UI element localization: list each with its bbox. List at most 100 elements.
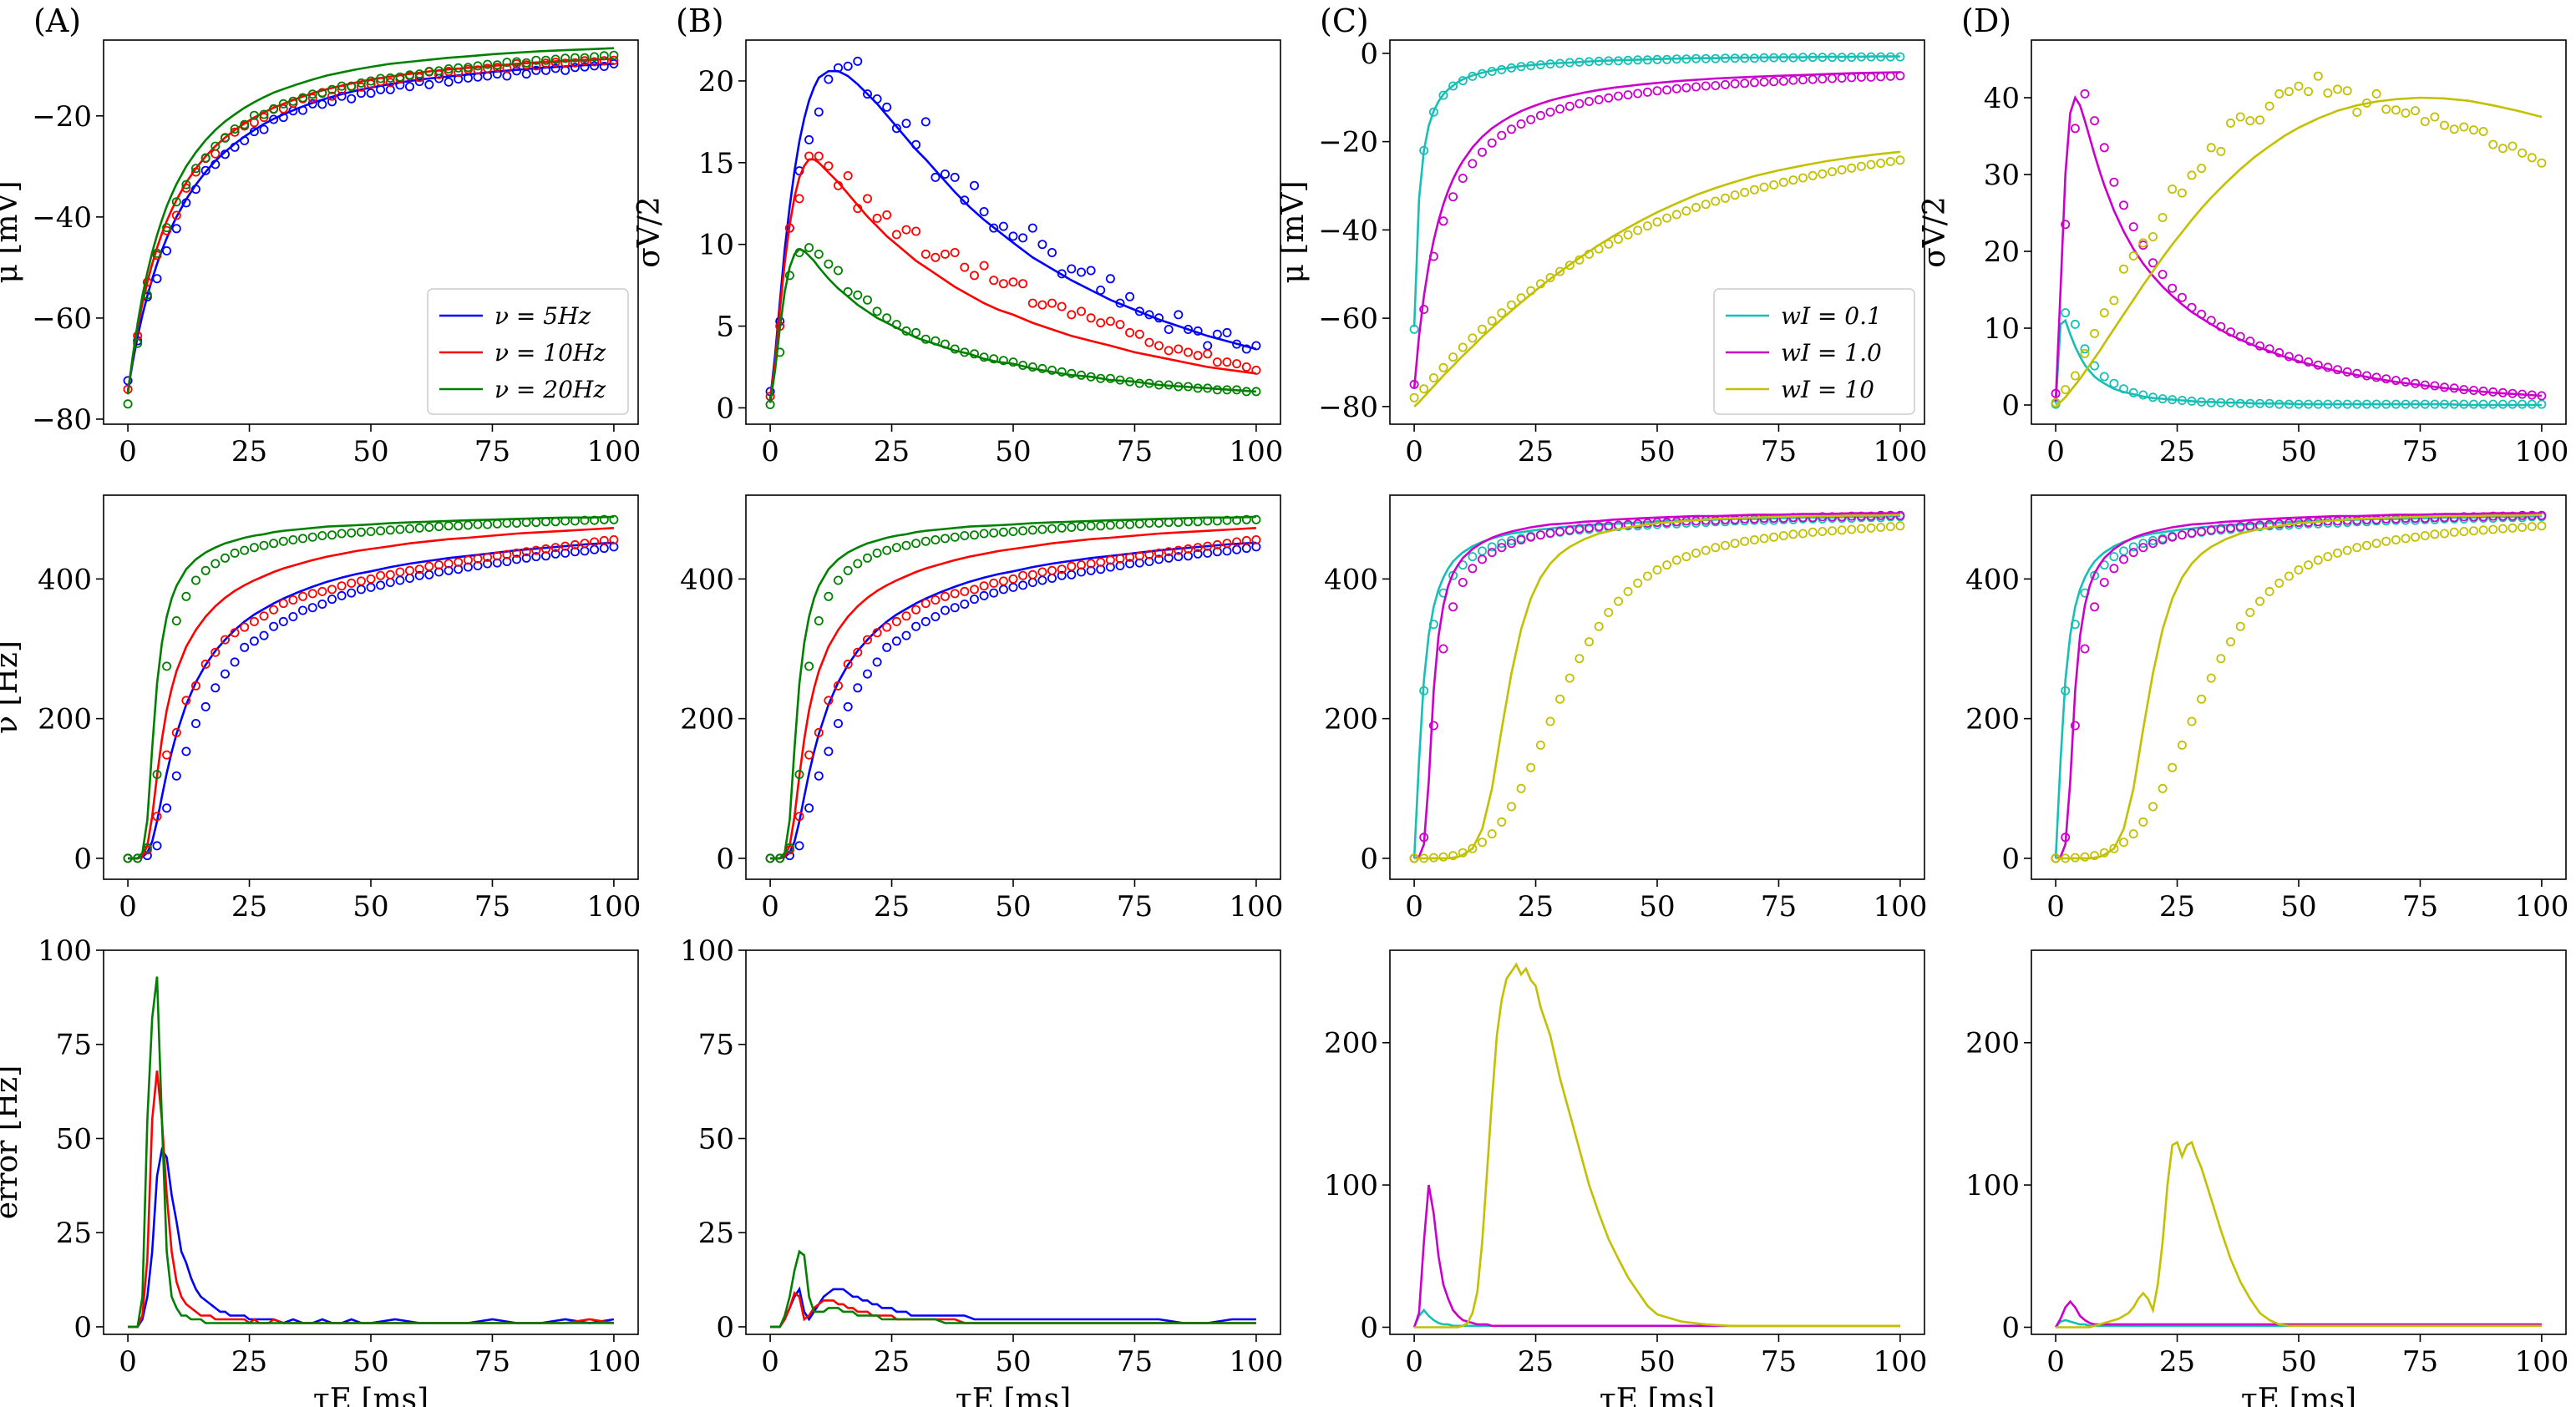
data-point [1604,56,1614,66]
series-line-1 [1412,71,1900,389]
data-point [2158,783,2168,793]
data-point [531,65,541,75]
data-point [1105,520,1115,530]
data-point [1585,249,1595,259]
data-point [162,661,172,671]
data-point [404,70,414,80]
data-point [2468,526,2478,536]
panel-A-error: 0 25 50 75 100 0 25 50 75 100 error [Hz] τE [ms] [0,934,641,1407]
data-point [1604,608,1614,618]
x-tick-label: 100 [2514,890,2568,924]
x-tick-label: 75 [1761,890,1797,924]
data-point [230,127,240,137]
data-point [2439,399,2449,409]
data-point [1212,329,1222,339]
data-point [2381,374,2391,384]
data-point [2537,521,2547,531]
data-point [327,84,337,94]
data-point [2459,399,2469,409]
data-point [1154,554,1164,564]
data-point [2294,565,2304,575]
legend-label: ν = 5Hz [494,302,591,330]
data-point [2206,525,2216,535]
data-point [1487,67,1497,77]
y-tick-label: 10 [698,229,734,262]
data-point [2361,540,2371,550]
data-point [1740,536,1750,546]
data-point [404,524,414,534]
data-point [2264,586,2274,596]
data-point [2488,387,2498,397]
data-point [327,97,337,107]
data-point [560,541,570,551]
data-point [171,771,181,781]
data-point [1478,324,1488,334]
data-point [337,581,347,591]
data-point [1018,526,1028,536]
y-tick-label: −60 [1318,302,1378,336]
x-tick-label: 75 [474,435,510,468]
data-point [473,554,483,564]
data-point [775,347,785,357]
data-point [190,164,200,174]
y-tick-label: 200 [1324,1027,1378,1060]
data-point [1585,523,1595,533]
data-point [1134,329,1144,339]
data-point [1818,527,1828,537]
axes-frame [745,39,1281,425]
data-point [765,399,775,409]
x-tick-label: 0 [119,1345,137,1379]
data-point [230,548,240,558]
data-point [590,537,600,547]
data-point [133,338,143,348]
data-point [804,151,814,161]
data-point [1720,540,1730,550]
data-point [181,198,191,208]
data-point [502,549,512,559]
data-point [2070,319,2080,329]
data-point [2109,177,2119,187]
data-point [1545,59,1555,69]
data-point [2148,535,2158,545]
data-point [891,543,901,553]
data-point [1164,346,1174,356]
series-line-2 [770,515,1256,860]
axes-frame [745,494,1281,880]
y-tick-label: −20 [32,100,92,134]
data-point [550,549,560,559]
data-point [2206,143,2216,153]
data-point [843,170,853,180]
y-tick-label: 0 [2001,843,2020,876]
y-tick-label: 5 [716,311,734,344]
data-point [317,531,327,541]
data-point [804,750,814,760]
data-point [502,63,512,73]
axes-frame [1389,39,1925,425]
data-point [297,534,307,544]
data-point [2235,522,2245,532]
data-point [541,544,551,554]
data-point [269,539,279,549]
data-point [220,669,230,679]
data-point [2488,524,2498,534]
data-point [2332,399,2342,409]
x-tick-label: 25 [1518,1345,1554,1379]
data-point [2177,530,2187,540]
panel-B-nu: 0 25 50 75 100 0 200 400 [680,494,1283,924]
data-point [863,669,873,679]
data-point [1086,559,1096,569]
series-line-1 [770,1291,1256,1329]
y-tick-label: 50 [56,1122,92,1156]
data-point [2090,602,2100,612]
data-point [1778,177,1788,187]
data-point [1428,372,1438,382]
series-line-1 [1412,1184,1900,1328]
y-tick-label: 100 [1965,1169,2020,1202]
data-point [1507,539,1517,549]
data-point [1866,523,1876,533]
data-point [2158,270,2168,280]
data-point [560,516,570,526]
data-point [2352,543,2362,553]
data-point [2284,399,2294,409]
series-line-2 [2056,1141,2542,1329]
